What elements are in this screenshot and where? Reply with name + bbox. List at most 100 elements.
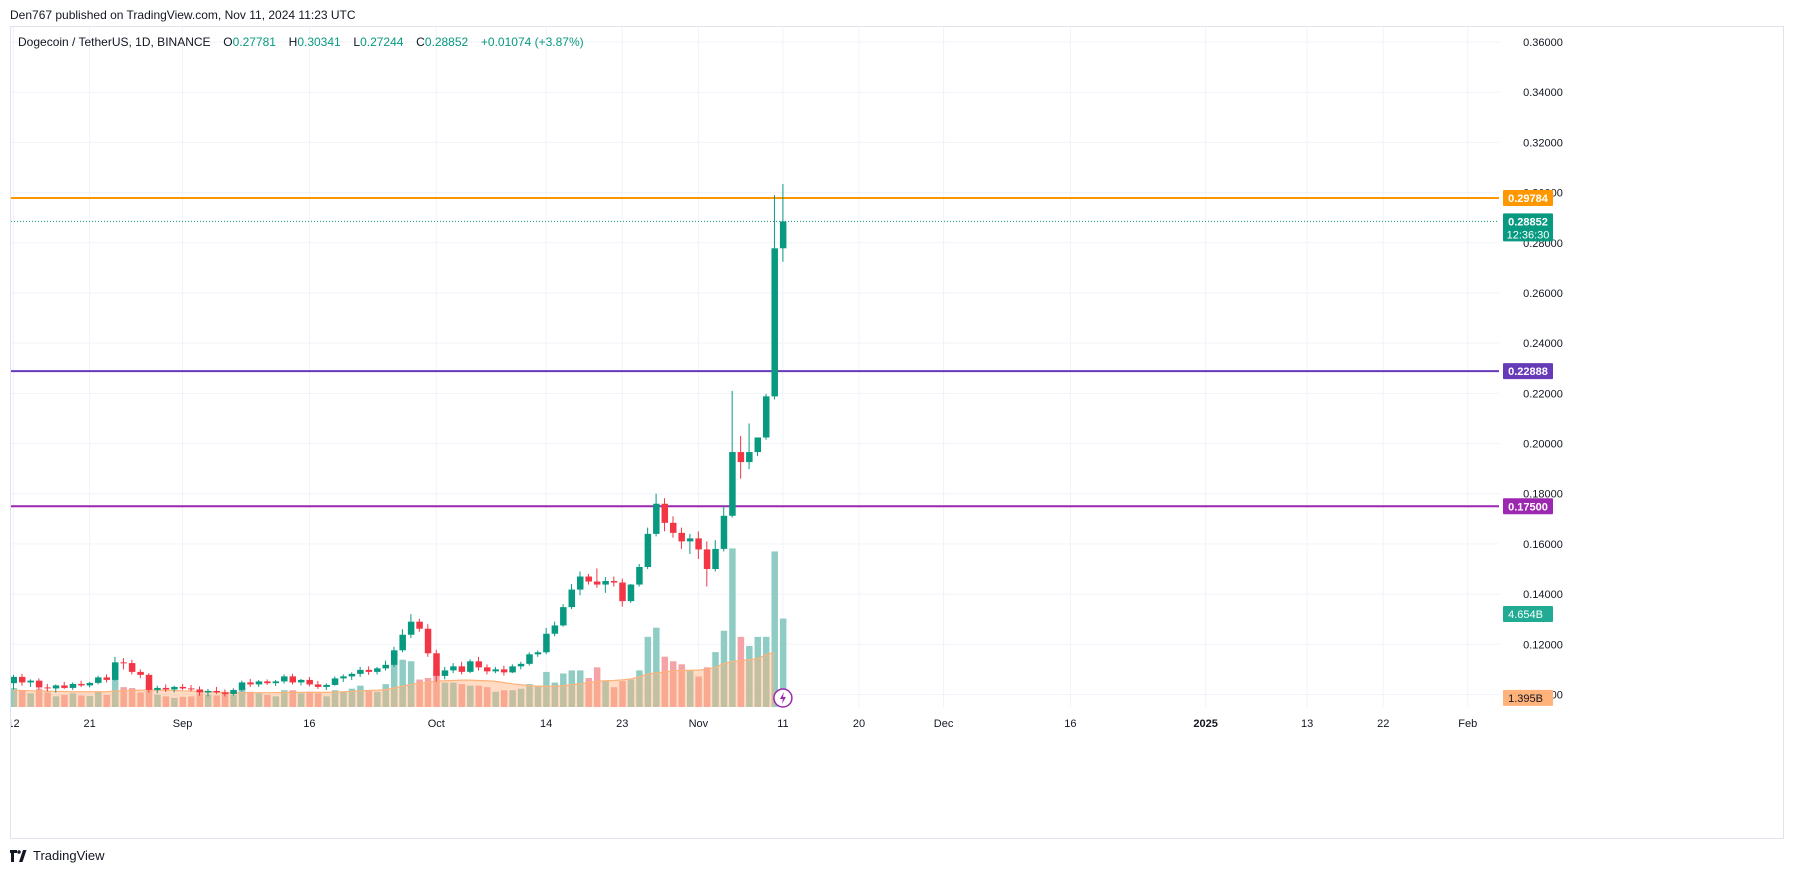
candle[interactable] <box>424 624 432 657</box>
candle[interactable] <box>306 676 313 687</box>
last-price-tag-countdown: 12:36:30 <box>1507 229 1550 241</box>
candle[interactable] <box>754 437 762 457</box>
candle[interactable] <box>323 683 330 690</box>
candle[interactable] <box>636 563 643 587</box>
candle[interactable] <box>179 683 187 690</box>
candle[interactable] <box>433 649 440 682</box>
candle[interactable] <box>69 682 77 690</box>
symbol-title[interactable]: Dogecoin / TetherUS, 1D, BINANCE <box>18 35 211 49</box>
candle[interactable] <box>619 578 626 607</box>
horizontal-lines[interactable] <box>11 197 1499 508</box>
candle[interactable] <box>483 664 491 675</box>
candle[interactable] <box>492 666 499 674</box>
candle[interactable] <box>213 686 220 694</box>
candle[interactable] <box>297 678 305 686</box>
candle[interactable] <box>171 685 178 693</box>
candle[interactable] <box>720 505 728 552</box>
candle[interactable] <box>560 604 567 627</box>
candle[interactable] <box>247 678 254 687</box>
candle[interactable] <box>27 679 34 687</box>
candle[interactable] <box>610 576 618 587</box>
candle[interactable] <box>78 680 85 687</box>
candle[interactable] <box>35 678 43 690</box>
candle[interactable] <box>669 516 677 538</box>
candle[interactable] <box>441 666 449 680</box>
candle[interactable] <box>399 629 406 653</box>
candle[interactable] <box>416 618 423 632</box>
candle[interactable] <box>374 666 381 675</box>
candle[interactable] <box>678 527 685 549</box>
candle[interactable] <box>221 689 229 697</box>
tradingview-logo[interactable]: TradingView <box>10 848 105 863</box>
candle[interactable] <box>154 685 161 694</box>
candle[interactable] <box>712 540 719 572</box>
candle[interactable] <box>534 650 542 657</box>
chart-pane[interactable]: 0.100000.120000.140000.160000.180000.200… <box>10 26 1784 839</box>
candle[interactable] <box>526 652 533 666</box>
candle[interactable] <box>348 672 356 680</box>
candle[interactable] <box>128 659 136 675</box>
candle[interactable] <box>204 688 212 697</box>
candle[interactable] <box>11 674 17 690</box>
candle[interactable] <box>390 646 398 667</box>
candles[interactable] <box>11 184 787 697</box>
candle[interactable] <box>517 661 525 670</box>
candle[interactable] <box>737 436 745 479</box>
candle[interactable] <box>145 673 153 693</box>
candle[interactable] <box>695 531 702 559</box>
candle[interactable] <box>44 683 51 692</box>
candle[interactable] <box>264 679 271 685</box>
candle[interactable] <box>61 681 68 689</box>
candle[interactable] <box>458 661 466 675</box>
candle[interactable] <box>103 674 111 683</box>
candle[interactable] <box>281 674 288 684</box>
candle[interactable] <box>779 184 787 262</box>
candle[interactable] <box>585 574 592 585</box>
candle[interactable] <box>467 659 474 674</box>
candle[interactable] <box>357 666 364 677</box>
candle[interactable] <box>18 673 26 686</box>
candle[interactable] <box>52 684 60 693</box>
candle[interactable] <box>686 533 694 554</box>
candle[interactable] <box>238 680 246 692</box>
candle[interactable] <box>627 584 635 603</box>
candle[interactable] <box>551 621 559 637</box>
candle[interactable] <box>644 527 652 569</box>
candle[interactable] <box>272 679 280 686</box>
candle[interactable] <box>543 627 550 655</box>
candle[interactable] <box>196 686 204 696</box>
candle[interactable] <box>340 674 347 682</box>
candle[interactable] <box>289 673 297 685</box>
candle[interactable] <box>661 498 669 532</box>
candle[interactable] <box>331 676 339 686</box>
candle[interactable] <box>762 393 770 440</box>
candle[interactable] <box>137 669 144 679</box>
candle[interactable] <box>576 571 584 596</box>
candle[interactable] <box>230 688 237 696</box>
candle[interactable] <box>120 658 127 670</box>
candle[interactable] <box>593 568 601 588</box>
time-axis[interactable]: 12 21 Sep 16 Oct 14 23 Nov 11 20 Dec 16 2025 13 22 Feb <box>11 718 1477 730</box>
candle[interactable] <box>314 680 322 689</box>
candle[interactable] <box>111 656 119 681</box>
candle[interactable] <box>500 665 508 676</box>
candle[interactable] <box>771 195 778 400</box>
candle[interactable] <box>86 681 94 688</box>
candle[interactable] <box>568 584 576 610</box>
candle[interactable] <box>509 664 516 674</box>
candle[interactable] <box>450 663 457 674</box>
candle[interactable] <box>407 614 415 638</box>
candle[interactable] <box>382 660 390 671</box>
candle[interactable] <box>746 423 753 470</box>
candle[interactable] <box>365 666 373 675</box>
candle[interactable] <box>703 541 711 587</box>
candle[interactable] <box>255 679 263 687</box>
price-chart[interactable]: 0.100000.120000.140000.160000.180000.200… <box>11 27 1783 838</box>
candle[interactable] <box>653 493 660 537</box>
candle[interactable] <box>729 390 736 518</box>
candle[interactable] <box>162 684 170 692</box>
candle[interactable] <box>188 684 195 692</box>
candle[interactable] <box>95 675 102 685</box>
candle[interactable] <box>602 577 609 593</box>
candle[interactable] <box>475 656 483 671</box>
